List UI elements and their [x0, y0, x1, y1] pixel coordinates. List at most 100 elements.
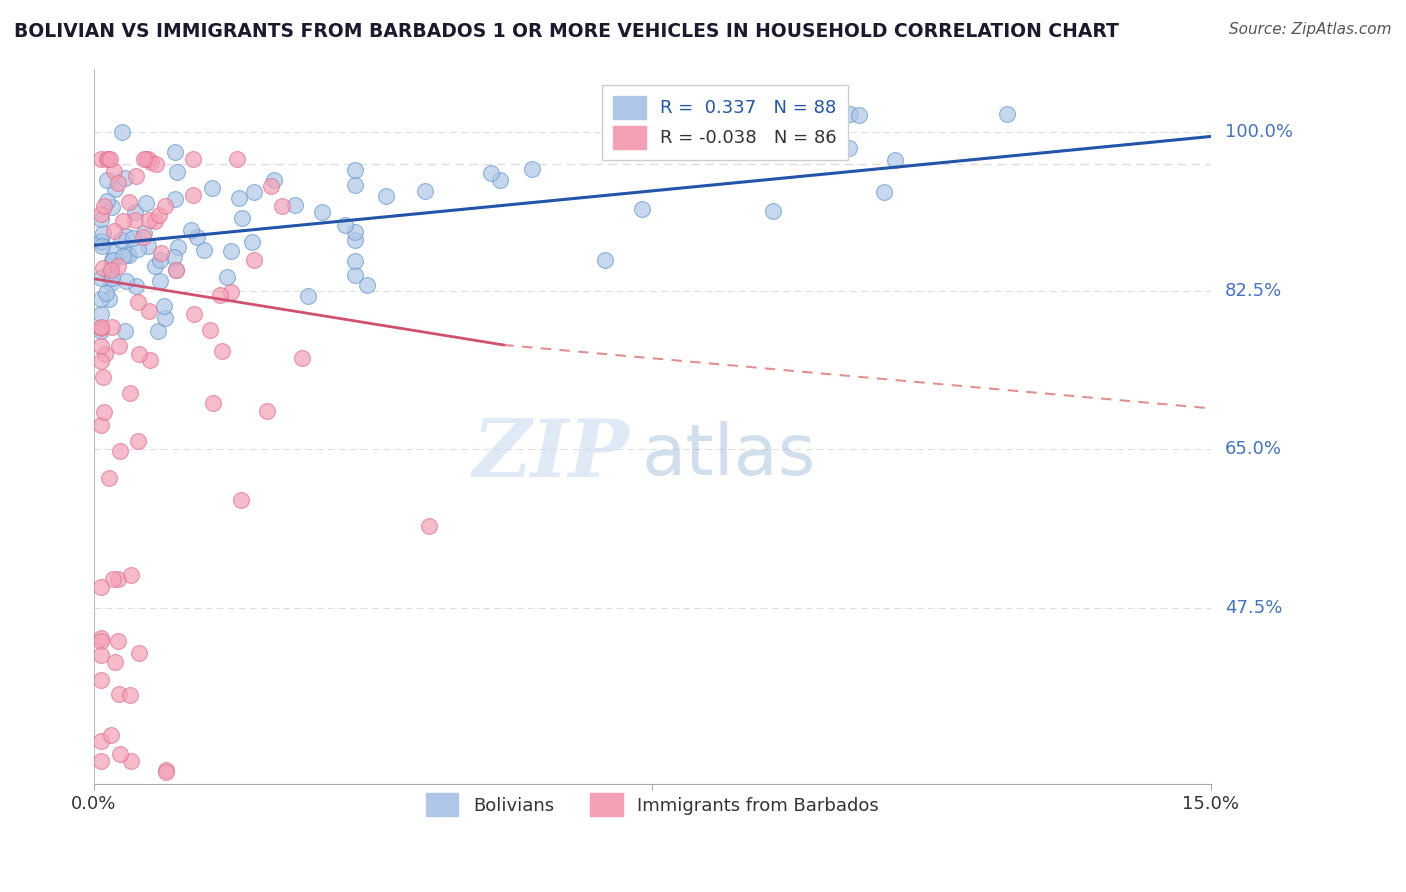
Point — [155, 199, 177, 213]
Point — [103, 224, 125, 238]
Point — [155, 764, 177, 779]
Point — [311, 205, 333, 219]
Point — [520, 161, 543, 176]
Point — [219, 285, 242, 299]
Text: atlas: atlas — [641, 421, 815, 490]
Point — [132, 152, 155, 166]
Point — [112, 213, 135, 227]
Point — [103, 244, 125, 259]
Point — [93, 405, 115, 419]
Point — [479, 166, 502, 180]
Point — [90, 417, 112, 432]
Point — [104, 655, 127, 669]
Point — [165, 262, 187, 277]
Point — [138, 303, 160, 318]
Text: ZIP: ZIP — [472, 417, 630, 494]
Point — [94, 285, 117, 300]
Point — [101, 270, 124, 285]
Point — [131, 230, 153, 244]
Point — [112, 250, 135, 264]
Point — [135, 152, 157, 166]
Point — [110, 234, 132, 248]
Point — [186, 230, 208, 244]
Point — [90, 354, 112, 368]
Point — [125, 279, 148, 293]
Point — [90, 307, 112, 321]
Point — [143, 213, 166, 227]
Point — [98, 266, 121, 280]
Point — [108, 443, 131, 458]
Point — [100, 727, 122, 741]
Point — [103, 253, 125, 268]
Point — [343, 268, 366, 282]
Point — [96, 172, 118, 186]
Point — [284, 198, 307, 212]
Point — [211, 343, 233, 358]
Point — [181, 188, 204, 202]
Point — [229, 492, 252, 507]
Point — [256, 403, 278, 417]
Point — [91, 369, 114, 384]
Point — [135, 195, 157, 210]
Point — [139, 154, 162, 169]
Text: Source: ZipAtlas.com: Source: ZipAtlas.com — [1229, 22, 1392, 37]
Point — [90, 734, 112, 748]
Point — [873, 185, 896, 199]
Point — [631, 202, 654, 216]
Point — [260, 179, 283, 194]
Point — [104, 181, 127, 195]
Point — [166, 165, 188, 179]
Point — [118, 688, 141, 702]
Point — [118, 248, 141, 262]
Point — [217, 270, 239, 285]
Point — [848, 108, 870, 122]
Point — [231, 211, 253, 226]
Point — [98, 152, 121, 166]
Point — [120, 754, 142, 768]
Point — [413, 184, 436, 198]
Text: 100.0%: 100.0% — [1225, 123, 1292, 141]
Point — [343, 162, 366, 177]
Point — [200, 181, 222, 195]
Point — [120, 568, 142, 582]
Point — [136, 152, 159, 166]
Point — [209, 288, 232, 302]
Point — [343, 178, 366, 192]
Point — [883, 153, 905, 167]
Point — [90, 631, 112, 645]
Point — [149, 246, 172, 260]
Point — [107, 176, 129, 190]
Point — [343, 225, 366, 239]
Point — [124, 205, 146, 219]
Point — [122, 231, 145, 245]
Point — [91, 261, 114, 276]
Point — [103, 164, 125, 178]
Point — [167, 240, 190, 254]
Point — [100, 276, 122, 290]
Point — [202, 395, 225, 409]
Point — [356, 277, 378, 292]
Point — [115, 229, 138, 244]
Point — [90, 338, 112, 352]
Point — [165, 193, 187, 207]
Point — [90, 634, 112, 648]
Point — [134, 226, 156, 240]
Point — [645, 144, 668, 158]
Point — [90, 648, 112, 663]
Point — [91, 226, 114, 240]
Point — [148, 253, 170, 268]
Point — [143, 259, 166, 273]
Point — [98, 292, 121, 306]
Point — [291, 351, 314, 366]
Point — [108, 688, 131, 702]
Text: BOLIVIAN VS IMMIGRANTS FROM BARBADOS 1 OR MORE VEHICLES IN HOUSEHOLD CORRELATION: BOLIVIAN VS IMMIGRANTS FROM BARBADOS 1 O… — [14, 22, 1119, 41]
Point — [263, 173, 285, 187]
Point — [111, 125, 134, 139]
Point — [333, 218, 356, 232]
Point — [90, 320, 112, 334]
Point — [149, 274, 172, 288]
Point — [343, 253, 366, 268]
Point — [297, 289, 319, 303]
Point — [762, 203, 785, 218]
Point — [226, 152, 249, 166]
